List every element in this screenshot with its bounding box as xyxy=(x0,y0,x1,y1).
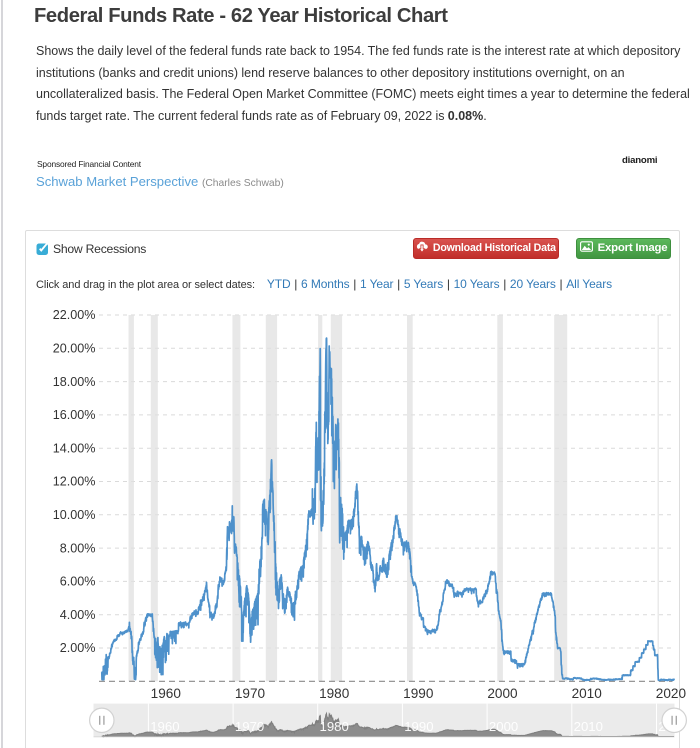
svg-text:1980: 1980 xyxy=(319,686,350,701)
svg-text:20.00%: 20.00% xyxy=(53,342,96,356)
svg-text:10.00%: 10.00% xyxy=(53,508,96,522)
svg-text:1970: 1970 xyxy=(235,686,266,701)
svg-text:14.00%: 14.00% xyxy=(53,441,96,455)
svg-text:2.00%: 2.00% xyxy=(60,641,96,655)
svg-text:1990: 1990 xyxy=(404,719,433,734)
svg-text:1960: 1960 xyxy=(151,686,182,701)
svg-text:16.00%: 16.00% xyxy=(53,408,96,422)
svg-text:22.00%: 22.00% xyxy=(53,308,96,322)
svg-text:1990: 1990 xyxy=(403,686,434,701)
svg-text:1970: 1970 xyxy=(235,719,264,734)
svg-text:2010: 2010 xyxy=(572,686,603,701)
svg-text:2000: 2000 xyxy=(487,686,518,701)
svg-text:1980: 1980 xyxy=(320,719,349,734)
svg-text:1960: 1960 xyxy=(150,719,179,734)
svg-text:2020: 2020 xyxy=(656,686,687,701)
svg-text:8.00%: 8.00% xyxy=(60,541,96,555)
svg-text:2000: 2000 xyxy=(489,719,518,734)
svg-text:12.00%: 12.00% xyxy=(53,475,96,489)
svg-text:6.00%: 6.00% xyxy=(60,575,96,589)
svg-text:18.00%: 18.00% xyxy=(53,375,96,389)
svg-text:4.00%: 4.00% xyxy=(60,608,96,622)
svg-text:2010: 2010 xyxy=(574,719,603,734)
